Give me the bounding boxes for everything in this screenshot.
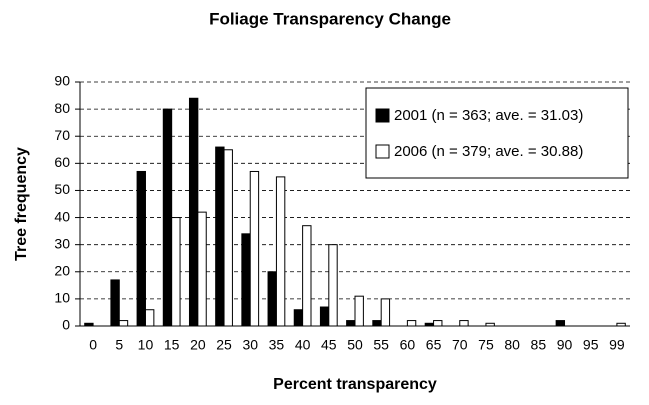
x-tick-label: 85 bbox=[531, 337, 547, 353]
y-tick-label: 0 bbox=[62, 317, 70, 333]
y-tick-label: 60 bbox=[54, 154, 70, 170]
bar bbox=[223, 149, 233, 327]
bar bbox=[302, 225, 312, 327]
x-tick-label: 15 bbox=[164, 337, 180, 353]
bar bbox=[162, 108, 173, 327]
x-axis-label: Percent transparency bbox=[273, 376, 437, 393]
x-tick-label: 30 bbox=[242, 337, 258, 353]
bar bbox=[118, 320, 129, 327]
x-tick-label: 75 bbox=[478, 337, 494, 353]
x-tick-label: 0 bbox=[89, 337, 97, 353]
y-tick-label: 40 bbox=[54, 208, 70, 224]
bar bbox=[380, 298, 391, 327]
bar bbox=[275, 176, 286, 327]
bar bbox=[354, 295, 364, 327]
bar bbox=[136, 170, 146, 327]
x-tick-label: 10 bbox=[138, 337, 154, 353]
x-tick-label: 65 bbox=[426, 337, 442, 353]
x-tick-label: 45 bbox=[321, 337, 337, 353]
legend-box bbox=[365, 87, 629, 179]
bar bbox=[555, 320, 566, 327]
bar bbox=[328, 244, 338, 327]
bar bbox=[171, 217, 181, 327]
bar bbox=[424, 322, 435, 327]
x-tick-label: 90 bbox=[557, 337, 573, 353]
bar bbox=[346, 320, 356, 327]
y-tick-label: 20 bbox=[54, 262, 70, 278]
y-tick-label: 90 bbox=[54, 73, 70, 89]
x-tick-label: 95 bbox=[583, 337, 599, 353]
bar bbox=[144, 309, 155, 327]
bar bbox=[406, 320, 417, 327]
bar bbox=[293, 309, 304, 327]
bar bbox=[616, 322, 626, 327]
x-tick-label: 55 bbox=[373, 337, 389, 353]
bar bbox=[372, 320, 382, 327]
legend-swatch bbox=[375, 144, 390, 159]
bar bbox=[319, 306, 330, 327]
x-tick-label: 60 bbox=[400, 337, 416, 353]
y-tick-label: 80 bbox=[54, 100, 70, 116]
bar bbox=[485, 322, 495, 327]
x-tick-label: 80 bbox=[504, 337, 520, 353]
x-tick-label: 99 bbox=[609, 337, 625, 353]
x-tick-label: 35 bbox=[269, 337, 285, 353]
bar bbox=[188, 97, 199, 327]
y-axis-label: Tree frequency bbox=[13, 147, 30, 261]
y-tick-label: 70 bbox=[54, 127, 70, 143]
x-tick-label: 25 bbox=[216, 337, 232, 353]
x-tick-label: 70 bbox=[452, 337, 468, 353]
x-tick-label: 50 bbox=[347, 337, 363, 353]
bar bbox=[110, 279, 120, 327]
bar bbox=[215, 146, 225, 327]
legend-label: 2001 (n = 363; ave. = 31.03) bbox=[394, 107, 583, 124]
legend-label: 2006 (n = 379; ave. = 30.88) bbox=[394, 143, 583, 160]
y-tick-label: 10 bbox=[54, 290, 70, 306]
chart-title: Foliage Transparency Change bbox=[209, 9, 451, 28]
bar bbox=[433, 320, 443, 327]
y-tick-label: 50 bbox=[54, 181, 70, 197]
bar bbox=[267, 271, 277, 327]
bar bbox=[84, 322, 94, 327]
bar bbox=[459, 320, 469, 327]
bar bbox=[197, 211, 207, 327]
x-tick-label: 20 bbox=[190, 337, 206, 353]
legend-swatch bbox=[375, 108, 390, 123]
bar bbox=[241, 233, 251, 327]
bar bbox=[249, 170, 260, 327]
y-tick-label: 30 bbox=[54, 235, 70, 251]
x-tick-label: 40 bbox=[295, 337, 311, 353]
x-tick-label: 5 bbox=[115, 337, 123, 353]
